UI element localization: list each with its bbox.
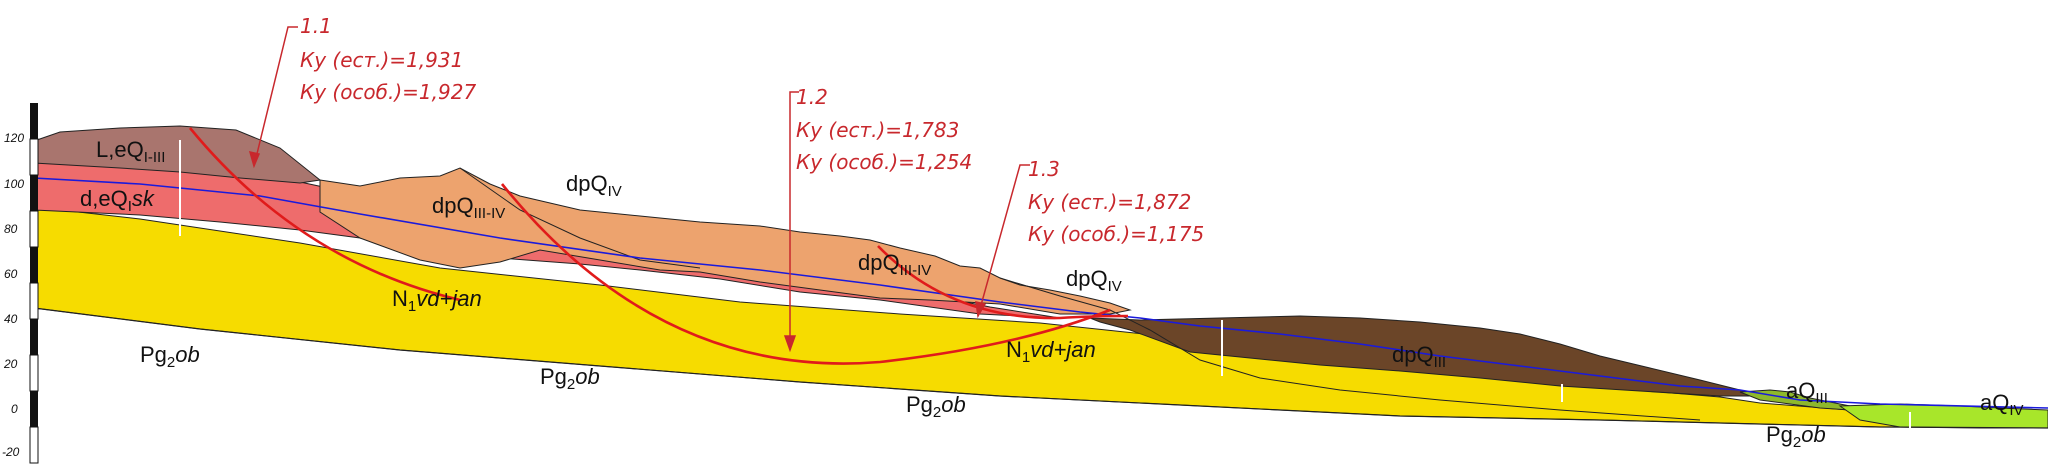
groundwater-line bbox=[33, 177, 2048, 409]
label-paleogene-3: Pg2ob bbox=[906, 392, 966, 421]
scale-label-100: 100 bbox=[4, 177, 24, 191]
label-deluvial-iv-1: dpQIV bbox=[566, 171, 622, 200]
label-alluvial-iii: aQIII bbox=[1786, 378, 1828, 407]
deluvial-layer bbox=[319, 167, 1132, 315]
calc-1-3-special: Ку (особ.)=1,175 bbox=[1028, 222, 1204, 246]
calc-1-2-id: 1.2 bbox=[796, 85, 828, 109]
slip-surface-1-1 bbox=[188, 127, 461, 302]
neogene-inner-boundary bbox=[999, 277, 1701, 421]
label-paleogene-2: Pg2ob bbox=[540, 364, 600, 393]
label-eluvial: d,eQIsk bbox=[80, 186, 155, 215]
borehole-markers bbox=[179, 140, 1911, 428]
calc-1-3: 1.3 Ку (ест.)=1,872 Ку (особ.)=1,175 bbox=[1028, 157, 1204, 246]
label-deluvial-iii-iv-2: dpQIII-IV bbox=[858, 250, 931, 279]
slip-surface-1-3 bbox=[877, 245, 1129, 320]
label-alluvial-iv: aQIV bbox=[1980, 390, 2024, 419]
calc-1-2-natural: Ку (ест.)=1,783 bbox=[796, 118, 959, 142]
deluvial-inner-boundary bbox=[459, 167, 701, 269]
calc-1-2-special: Ку (особ.)=1,254 bbox=[796, 150, 972, 174]
calc-1-1-natural: Ку (ест.)=1,931 bbox=[300, 48, 463, 72]
label-paleogene-1: Pg2ob bbox=[140, 342, 200, 371]
scale-label-20: 20 bbox=[3, 357, 18, 371]
paleogene-boundary bbox=[33, 307, 2048, 429]
calc-1-1-id: 1.1 bbox=[300, 14, 332, 38]
scale-label-40: 40 bbox=[4, 312, 18, 326]
annotation-arrows bbox=[248, 26, 1030, 353]
label-neogene-2: N1vd+jan bbox=[1006, 337, 1096, 366]
calc-1-3-natural: Ку (ест.)=1,872 bbox=[1028, 190, 1191, 214]
label-neogene-1: N1vd+jan bbox=[392, 286, 482, 315]
label-loess: L,eQI-III bbox=[96, 137, 165, 166]
label-deluvial-iii: dpQIII bbox=[1392, 342, 1446, 371]
calc-1-1-special: Ку (особ.)=1,927 bbox=[300, 80, 476, 104]
elevation-scale: 120 100 80 60 40 20 0 -20 bbox=[2, 103, 39, 464]
calc-1-3-id: 1.3 bbox=[1028, 157, 1060, 181]
scale-label-0: 0 bbox=[11, 402, 18, 416]
label-paleogene-4: Pg2ob bbox=[1766, 422, 1826, 451]
scale-label-120: 120 bbox=[4, 131, 24, 145]
label-deluvial-iv-2: dpQIV bbox=[1066, 266, 1122, 295]
label-deluvial-iii-iv-1: dpQIII-IV bbox=[432, 193, 505, 222]
slip-surface-1-2 bbox=[500, 183, 1111, 365]
calc-1-2: 1.2 Ку (ест.)=1,783 Ку (особ.)=1,254 bbox=[796, 85, 972, 174]
scale-label-minus-20: -20 bbox=[2, 445, 20, 459]
calc-1-1: 1.1 Ку (ест.)=1,931 Ку (особ.)=1,927 bbox=[300, 14, 476, 104]
scale-label-80: 80 bbox=[4, 222, 18, 236]
scale-label-60: 60 bbox=[4, 267, 18, 281]
